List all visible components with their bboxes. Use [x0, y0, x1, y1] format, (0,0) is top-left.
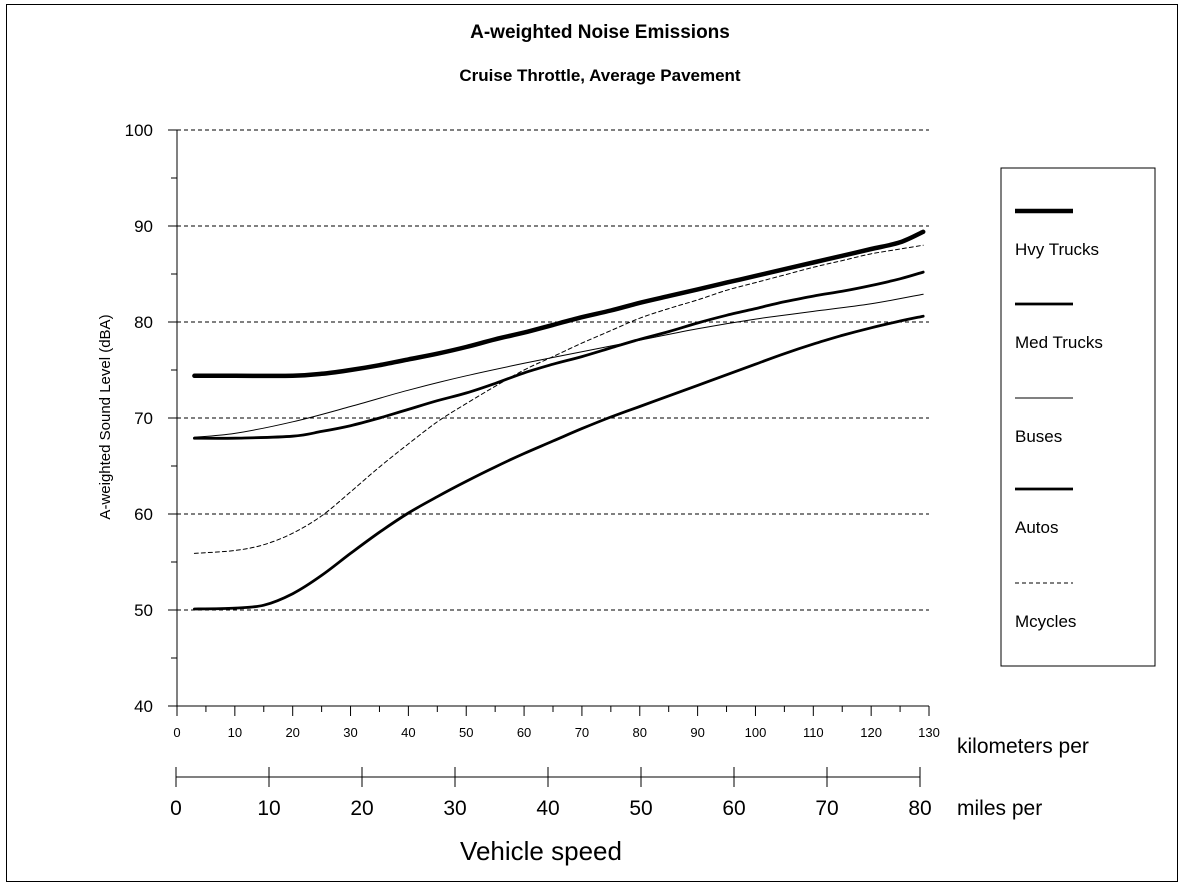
kmh-tick-label-100: 100 [745, 725, 767, 740]
chart-frame [6, 4, 1178, 882]
y-tick-label-70: 70 [134, 409, 153, 428]
legend: Hvy Trucks Med Trucks Buses Autos Mcycles [1000, 167, 1156, 667]
kmh-tick-label-10: 10 [228, 725, 242, 740]
kmh-tick-label-50: 50 [459, 725, 473, 740]
legend-label-autos: Autos [1015, 518, 1058, 537]
series-line-med-trucks [193, 270, 925, 440]
series-line-buses [193, 293, 924, 438]
legend-box [1000, 167, 1156, 667]
mph-tick-label-10: 10 [257, 797, 280, 820]
chart-title: A-weighted Noise Emissions [470, 22, 730, 43]
mph-tick-label-40: 40 [536, 797, 559, 820]
mph-tick-label-70: 70 [815, 797, 838, 820]
mph-tick-label-50: 50 [629, 797, 652, 820]
y-tick-label-90: 90 [134, 217, 153, 236]
mph-tick-label-0: 0 [170, 797, 182, 820]
kmh-tick-label-120: 120 [860, 725, 882, 740]
legend-label-hvy-trucks: Hvy Trucks [1015, 240, 1099, 259]
y-tick-label-40: 40 [134, 697, 153, 716]
kmh-axis-label: kilometers per [957, 735, 1089, 758]
y-tick-label-100: 100 [125, 121, 153, 140]
series-lines [192, 229, 926, 611]
kmh-tick-label-20: 20 [285, 725, 299, 740]
series-line-mcycles [193, 244, 924, 554]
chart-subtitle: Cruise Throttle, Average Pavement [459, 66, 741, 85]
kmh-tick-label-70: 70 [575, 725, 589, 740]
series-line-hvy-trucks [192, 229, 926, 379]
kmh-tick-label-130: 130 [918, 725, 940, 740]
mph-tick-label-30: 30 [443, 797, 466, 820]
y-tick-label-80: 80 [134, 313, 153, 332]
y-axis-label: A-weighted Sound Level (dBA) [97, 314, 114, 519]
kmh-tick-label-30: 30 [343, 725, 357, 740]
y-tick-label-60: 60 [134, 505, 153, 524]
mph-tick-label-20: 20 [350, 797, 373, 820]
legend-label-mcycles: Mcycles [1015, 612, 1076, 631]
kmh-tick-label-110: 110 [803, 725, 824, 740]
kmh-tick-label-80: 80 [633, 725, 647, 740]
y-tick-label-50: 50 [134, 601, 153, 620]
mph-axis-label: miles per [957, 797, 1042, 820]
kmh-tick-label-60: 60 [517, 725, 531, 740]
mph-tick-label-80: 80 [908, 797, 931, 820]
grid-lines [177, 129, 929, 611]
x-axis-title: Vehicle speed [460, 836, 622, 866]
kmh-tick-label-40: 40 [401, 725, 415, 740]
series-line-autos [193, 314, 925, 611]
legend-label-buses: Buses [1015, 427, 1062, 446]
mph-tick-label-60: 60 [722, 797, 745, 820]
kmh-tick-label-0: 0 [173, 725, 180, 740]
kmh-tick-label-90: 90 [690, 725, 704, 740]
legend-label-med-trucks: Med Trucks [1015, 333, 1103, 352]
